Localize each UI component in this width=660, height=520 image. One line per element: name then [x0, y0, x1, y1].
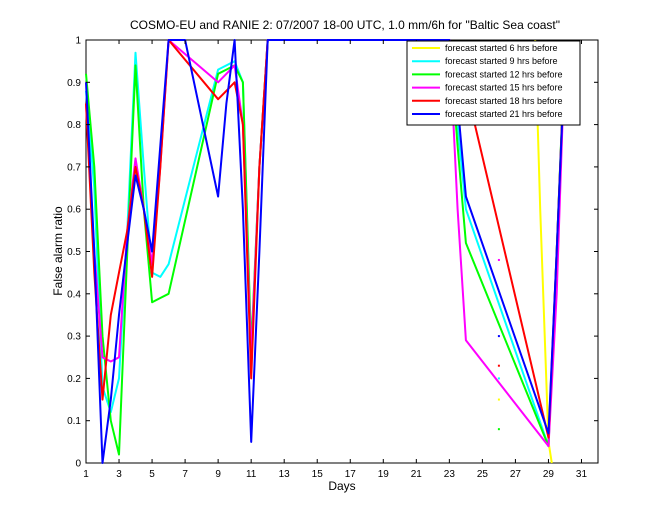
y-tick-label: 0.4 — [67, 289, 81, 300]
tick-layer: 1 3 5 7 9 11 13 15 17 19 21 23 25 27 29 3100.10.20.30.4… — [67, 36, 598, 480]
series-marker-3 — [497, 258, 500, 261]
x-tick-label: 1 — [83, 469, 89, 480]
y-tick-label: 0.3 — [67, 332, 81, 343]
x-tick-label: 11 — [246, 469, 257, 480]
legend-label: forecast started 9 hrs before — [445, 56, 558, 66]
x-tick-label: 15 — [312, 469, 324, 480]
legend-label: forecast started 18 hrs before — [445, 96, 563, 106]
x-tick-label: 27 — [510, 469, 522, 480]
series-marker-0 — [497, 398, 500, 401]
y-tick-label: 0 — [75, 459, 81, 470]
x-tick-label: 5 — [149, 469, 155, 480]
y-tick-label: 0.1 — [67, 416, 81, 427]
chart-title: COSMO-EU and RANIE 2: 07/2007 18-00 UTC,… — [130, 18, 560, 32]
legend-label: forecast started 15 hrs before — [445, 83, 563, 93]
x-tick-label: 31 — [576, 469, 588, 480]
y-tick-label: 0.7 — [67, 162, 81, 173]
series-marker-5 — [497, 335, 500, 338]
series-marker-4 — [497, 364, 500, 367]
legend-box — [406, 40, 581, 126]
legend: forecast started 6 hrs before forecast st… — [406, 40, 581, 126]
series-line-3 — [85, 39, 566, 448]
x-tick-label: 19 — [378, 469, 390, 480]
x-tick-label: 13 — [279, 469, 291, 480]
x-tick-label: 23 — [444, 469, 456, 480]
legend-label: forecast started 6 hrs before — [445, 43, 558, 53]
legend-label: forecast started 12 hrs before — [445, 69, 563, 79]
y-axis-label: False alarm ratio — [51, 206, 65, 296]
series-line-1 — [85, 39, 566, 448]
y-tick-label: 0.5 — [67, 247, 81, 258]
x-tick-label: 9 — [215, 469, 221, 480]
x-tick-label: 7 — [182, 469, 188, 480]
x-tick-label: 25 — [477, 469, 489, 480]
x-tick-label: 17 — [345, 469, 357, 480]
x-tick-label: 21 — [411, 469, 423, 480]
y-tick-label: 0.9 — [67, 78, 81, 89]
series-line-2 — [85, 39, 566, 456]
x-tick-label: 29 — [543, 469, 555, 480]
y-tick-label: 0.6 — [67, 205, 81, 216]
x-tick-label: 3 — [116, 469, 122, 480]
y-tick-label: 0.8 — [67, 120, 81, 131]
series-marker-2 — [497, 428, 500, 431]
y-tick-label: 1 — [75, 36, 81, 47]
series-marker-1 — [497, 377, 500, 380]
x-axis-label: Days — [328, 479, 355, 493]
y-tick-label: 0.2 — [67, 374, 81, 385]
legend-label: forecast started 21 hrs before — [445, 109, 563, 119]
